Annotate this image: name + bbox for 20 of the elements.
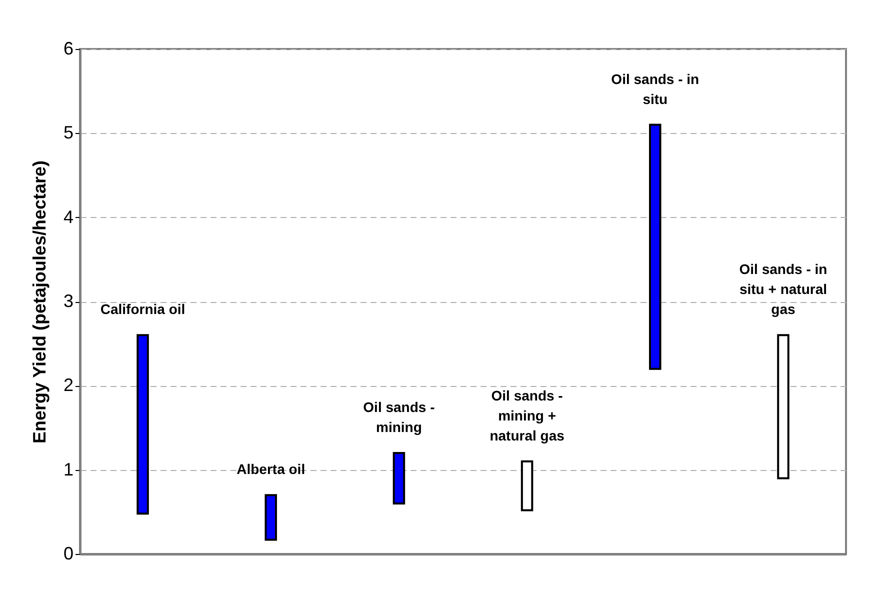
x-tick-label: Oil sands - mining	[363, 399, 436, 435]
x-tick-label: Alberta oil	[236, 461, 306, 478]
y-tick-label: 3	[63, 291, 74, 311]
x-tick-label: Oil sands - in situ + natural gas	[739, 261, 828, 318]
bar	[264, 494, 277, 541]
bar	[520, 460, 534, 512]
bar	[649, 124, 662, 370]
x-tick-label: Oil sands - mining + natural gas	[490, 387, 565, 444]
bar	[136, 334, 149, 515]
y-tick-label: 5	[63, 122, 74, 143]
x-tick-label: Oil sands - in situ	[611, 70, 700, 107]
y-tick-label: 4	[63, 206, 74, 227]
y-tick-label: 0	[63, 544, 74, 564]
bar	[392, 452, 406, 504]
bar	[777, 334, 790, 480]
y-axis-title: Energy Yield (petajoules/hectare)	[29, 160, 50, 444]
y-tick-label: 6	[63, 38, 74, 58]
y-tick-label: 1	[63, 459, 74, 480]
y-tick-label: 2	[63, 375, 74, 396]
x-tick-label: California oil	[100, 301, 186, 318]
